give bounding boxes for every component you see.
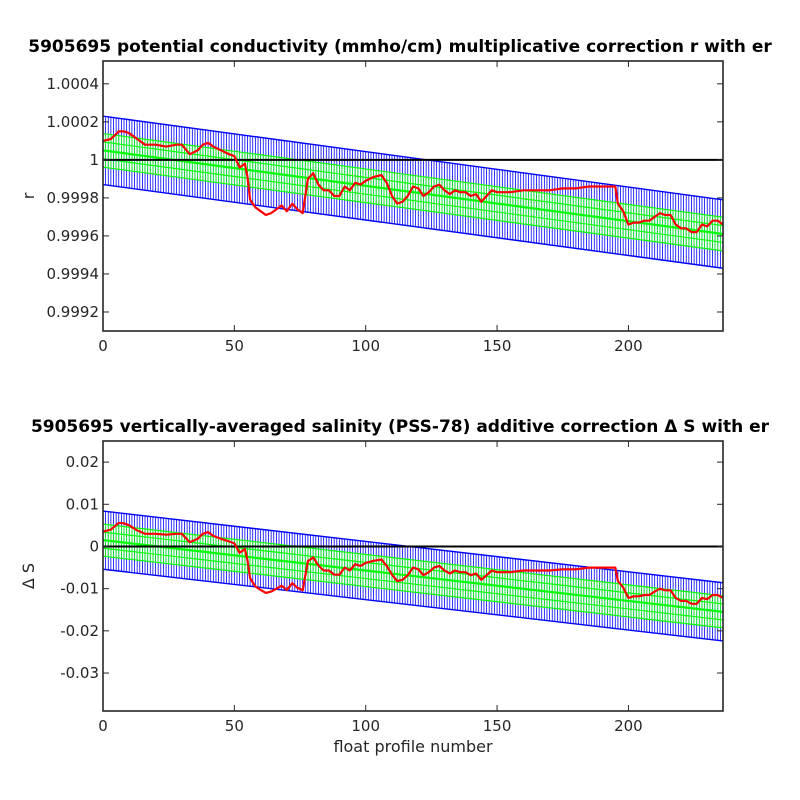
- inner-error-band-line: [103, 132, 723, 218]
- inner-error-band-line: [103, 141, 723, 227]
- y-tick-label: 0.9992: [47, 303, 100, 321]
- y-tick-label: 0.9998: [47, 189, 100, 207]
- conductivity-correction-chart: 0 50 100 150 200 0.9992 0.9994 0.9996 0.9998 1 1.0…: [19, 37, 772, 355]
- series-line-0: [103, 130, 723, 234]
- y-axis-label: r: [19, 192, 38, 199]
- chart-title: 5905695 vertically-averaged salinity (PS…: [31, 417, 770, 437]
- axes-frame: [102, 440, 724, 712]
- outer-error-lower-edge: [103, 568, 723, 642]
- series-line-0: [103, 521, 723, 605]
- inner-error-band-line: [103, 547, 723, 621]
- axes-frame: [102, 60, 724, 332]
- y-axis-label: Δ S: [19, 563, 38, 589]
- y-tick-label: 1.0002: [47, 113, 100, 131]
- y-tick-label: 0: [89, 537, 99, 555]
- inner-error-band-line: [103, 555, 723, 629]
- x-tick-label: 150: [483, 337, 512, 355]
- salinity-correction-chart: 0 50 100 150 200 -0.03 -0.02 -0.01 0 0.01 0.02 5905…: [19, 417, 770, 756]
- inner-error-band-line: [103, 149, 723, 236]
- y-tick-label: -0.01: [60, 580, 99, 598]
- data-layer: [103, 115, 723, 269]
- y-tick-label: 0.9996: [47, 227, 100, 245]
- y-tick-label: 1.0004: [47, 75, 100, 93]
- y-tick-label: 0.01: [66, 495, 99, 513]
- x-tick-label: 200: [614, 717, 643, 735]
- y-tick-label: -0.02: [60, 622, 99, 640]
- chart-title: 5905695 potential conductivity (mmho/cm)…: [28, 37, 772, 57]
- inner-error-band-line: [103, 158, 723, 244]
- inner-error-band-line: [103, 539, 723, 613]
- y-tick-label: -0.03: [60, 664, 99, 682]
- x-tick-label: 50: [225, 717, 244, 735]
- x-tick-label: 150: [483, 717, 512, 735]
- x-tick-label: 200: [614, 337, 643, 355]
- x-tick-label: 0: [98, 337, 108, 355]
- inner-error-band-line: [103, 166, 723, 252]
- y-tick-label: 1: [89, 151, 99, 169]
- y-tick-label: 0.9994: [47, 265, 100, 283]
- outer-error-lower-edge: [103, 183, 723, 269]
- x-tick-label: 100: [351, 337, 380, 355]
- outer-error-upper-edge: [103, 115, 723, 201]
- y-tick-label: 0.02: [66, 453, 99, 471]
- x-tick-label: 100: [351, 717, 380, 735]
- x-tick-label: 0: [98, 717, 108, 735]
- x-tick-label: 50: [225, 337, 244, 355]
- x-axis-label: float profile number: [333, 737, 493, 756]
- data-layer: [103, 510, 723, 642]
